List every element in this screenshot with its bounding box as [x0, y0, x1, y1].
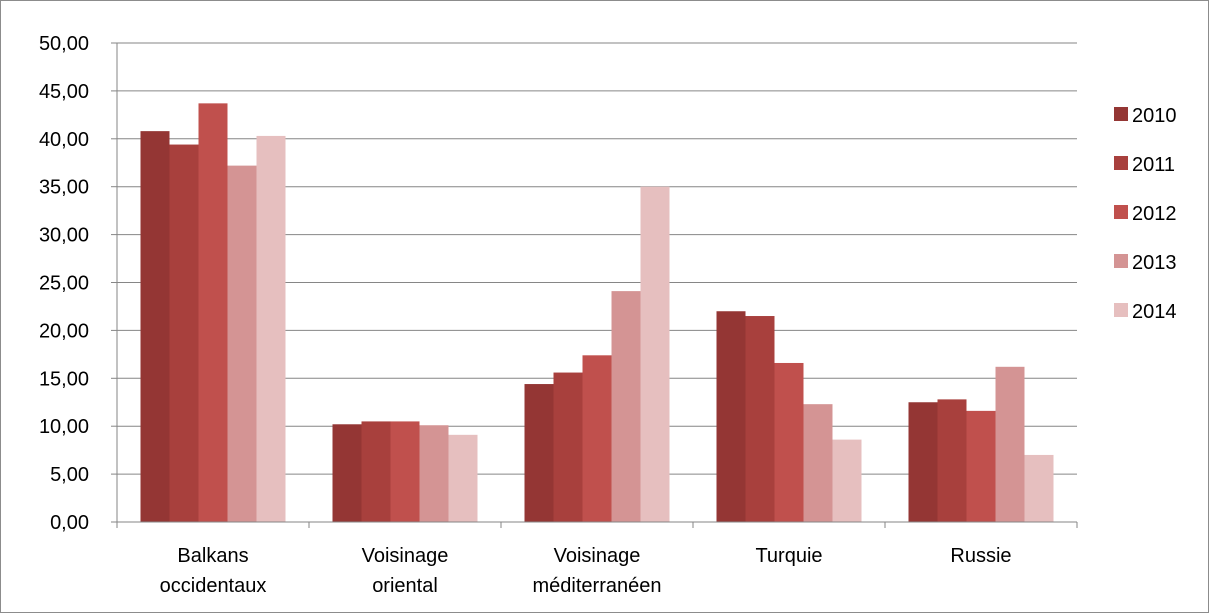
bar: [966, 410, 996, 522]
y-tick-label: 50,00: [39, 33, 89, 55]
bar: [937, 399, 967, 522]
bar: [832, 439, 862, 522]
bar: [553, 372, 583, 522]
x-tick-label-line: méditerranéen: [533, 575, 662, 597]
bar: [390, 421, 420, 522]
y-tick-label: 40,00: [39, 129, 89, 151]
legend-swatch: [1114, 156, 1128, 170]
bar: [1024, 454, 1054, 522]
x-tick-label-line: oriental: [372, 575, 438, 597]
y-tick-label: 25,00: [39, 273, 89, 295]
x-tick-label: Turquie: [755, 545, 822, 567]
legend: 2010 2011 2012 2013 2014: [1114, 105, 1177, 323]
legend-swatch: [1114, 205, 1128, 219]
bar: [611, 291, 641, 522]
legend-swatch: [1114, 254, 1128, 268]
x-tick-label-line: occidentaux: [160, 575, 267, 597]
x-tick-label: Voisinage méditerranéen: [533, 545, 662, 597]
legend-swatch: [1114, 303, 1128, 317]
bar: [256, 135, 286, 522]
axes: [111, 42, 1078, 528]
legend-label: 2010: [1132, 105, 1177, 127]
bar: [716, 311, 746, 522]
x-tick-label-line: Voisinage: [554, 545, 641, 567]
y-tick-label: 45,00: [39, 81, 89, 103]
y-tick-label: 15,00: [39, 368, 89, 390]
x-tick-label: Voisinage oriental: [362, 545, 449, 597]
bar: [995, 366, 1025, 522]
bar: [198, 103, 228, 522]
y-tick-label: 10,00: [39, 416, 89, 438]
x-tick-label: Balkans occidentaux: [160, 545, 267, 597]
bar: [169, 144, 199, 522]
bar: [745, 316, 775, 522]
bar: [774, 362, 804, 522]
bars: [140, 103, 1054, 523]
x-tick-label-line: Russie: [950, 545, 1011, 567]
x-tick-label: Russie: [950, 545, 1011, 567]
x-tick-label-line: Voisinage: [362, 545, 449, 567]
bar: [419, 425, 449, 522]
y-tick-label: 20,00: [39, 320, 89, 342]
x-tick-label-line: Turquie: [755, 545, 822, 567]
bar: [640, 186, 670, 522]
legend-label: 2012: [1132, 203, 1177, 225]
legend-label: 2014: [1132, 301, 1177, 323]
bar: [803, 404, 833, 522]
bar: [448, 434, 478, 522]
bar: [524, 384, 554, 522]
bar: [361, 421, 391, 522]
x-tick-label-line: Balkans: [177, 545, 248, 567]
legend-label: 2013: [1132, 252, 1177, 274]
y-tick-label: 0,00: [50, 512, 89, 534]
bar: [582, 355, 612, 522]
y-tick-label: 5,00: [50, 464, 89, 486]
y-tick-label: 35,00: [39, 177, 89, 199]
bar: [227, 165, 257, 522]
legend-label: 2011: [1132, 154, 1175, 176]
bar: [332, 424, 362, 522]
bar: [908, 402, 938, 522]
y-tick-labels: 0,00 5,00 10,00 15,00 20,00 25,00 30,00 35,00 40…: [39, 33, 89, 534]
legend-swatch: [1114, 107, 1128, 121]
y-tick-label: 30,00: [39, 225, 89, 247]
bar: [140, 131, 170, 523]
